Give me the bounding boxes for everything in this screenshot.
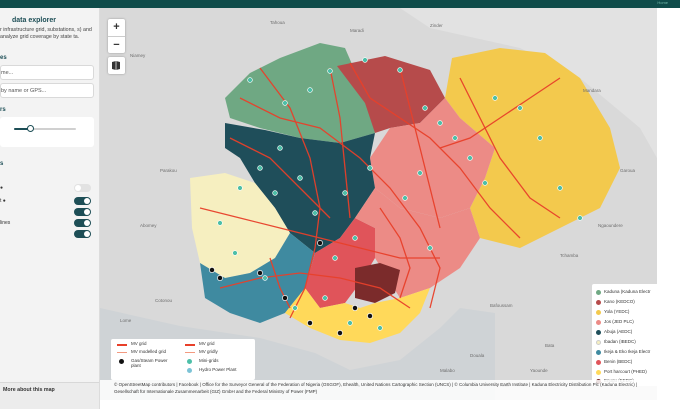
layer-toggle-2[interactable] bbox=[74, 197, 91, 205]
slider-handle[interactable] bbox=[27, 125, 34, 132]
state-search-input[interactable]: me... bbox=[0, 65, 94, 80]
section-layers-heading: s bbox=[0, 161, 4, 167]
terrain-shade bbox=[400, 8, 657, 158]
place-label: Cotonou bbox=[155, 298, 173, 303]
region-jos[interactable] bbox=[370, 98, 495, 218]
mv-modelled-swatch bbox=[117, 352, 127, 353]
mv-gridly-swatch bbox=[185, 352, 195, 353]
place-label: Bafoussam bbox=[490, 303, 513, 308]
place-label: Tahoua bbox=[270, 20, 285, 25]
zoom-in-button[interactable]: + bbox=[113, 21, 120, 33]
place-label: Tchamba bbox=[560, 253, 579, 258]
power-plant-swatch bbox=[119, 359, 124, 364]
disco-label: Abuja (AEDC) bbox=[604, 329, 633, 334]
slider-fill bbox=[14, 128, 30, 130]
section-search-heading: es bbox=[0, 55, 7, 61]
disco-label: Kaduna (Kaduna Electr bbox=[604, 289, 651, 294]
power-plant-markers bbox=[209, 240, 373, 336]
app-description: r infrastructure grid, substations, s) a… bbox=[0, 27, 92, 40]
hydro-swatch bbox=[187, 368, 192, 373]
disco-swatch bbox=[596, 340, 601, 345]
place-label: Parakou bbox=[160, 168, 177, 173]
disco-label: Benin (BEDC) bbox=[604, 359, 633, 364]
place-label: Mandara bbox=[583, 88, 601, 93]
disco-label: Ibadan (IBEDC) bbox=[604, 339, 636, 344]
disco-swatch bbox=[596, 360, 601, 365]
legend-item: MV gridly bbox=[199, 349, 218, 354]
layer-label: t ● bbox=[0, 198, 6, 204]
legend-item: MV grid bbox=[199, 341, 215, 346]
disco-label: Jos (JED PLC) bbox=[604, 319, 634, 324]
legend-item: Hydro Power Plant bbox=[199, 367, 237, 372]
mv-grid-swatch bbox=[117, 344, 127, 346]
legend-item: MV modelled grid bbox=[131, 349, 167, 354]
place-label: Yaounde bbox=[530, 368, 548, 373]
disco-label: Port harcourt (PHED) bbox=[604, 369, 647, 374]
map-attribution: © OpenStreetMap contributors | Facebook … bbox=[100, 380, 657, 400]
disco-swatch bbox=[596, 310, 601, 315]
top-bar: Home bbox=[0, 0, 680, 8]
mv-grid-swatch-2 bbox=[185, 344, 195, 346]
disco-legend: Kaduna (Kaduna Electr Kano (KEDCO) Yola … bbox=[592, 284, 657, 386]
more-about-map-link[interactable]: More about this map bbox=[0, 382, 99, 409]
zoom-out-button[interactable]: − bbox=[113, 39, 120, 51]
app-title: data explorer bbox=[12, 17, 56, 24]
section-filters-heading: rs bbox=[0, 107, 6, 113]
filter-card bbox=[0, 117, 94, 147]
place-label: Abomey bbox=[140, 223, 157, 228]
place-label: Maradi bbox=[350, 28, 364, 33]
layer-toggle-3[interactable] bbox=[74, 208, 91, 216]
disco-swatch bbox=[596, 320, 601, 325]
disco-label: Kano (KEDCO) bbox=[604, 299, 635, 304]
region-kaduna[interactable] bbox=[225, 43, 375, 143]
layer-toggle-5[interactable] bbox=[74, 230, 91, 238]
mini-grid-markers bbox=[217, 57, 583, 331]
legend-item: Mini-grids bbox=[199, 358, 219, 363]
layers-icon bbox=[112, 61, 120, 70]
layer-toggle-4[interactable] bbox=[74, 219, 91, 227]
disco-swatch bbox=[596, 370, 601, 375]
region-port-harcourt[interactable] bbox=[285, 288, 430, 343]
layer-label: ● bbox=[0, 185, 4, 191]
place-label: Douala bbox=[470, 353, 485, 358]
right-gutter bbox=[657, 8, 680, 400]
place-label: Niamey bbox=[130, 53, 146, 58]
sidebar: data explorer r infrastructure grid, sub… bbox=[0, 8, 100, 409]
zoom-control: + − bbox=[108, 19, 125, 53]
map-svg bbox=[100, 8, 657, 400]
disco-swatch bbox=[596, 350, 601, 355]
legend-item: Gas/Steam Power plant bbox=[131, 358, 168, 368]
region-yola[interactable] bbox=[445, 48, 620, 248]
place-label: Zinder bbox=[430, 23, 443, 28]
slider-track bbox=[14, 128, 76, 130]
region-enugu[interactable] bbox=[355, 263, 400, 303]
place-label: Garoua bbox=[620, 168, 636, 173]
disco-label: Yola (YEDC) bbox=[604, 309, 630, 314]
top-link[interactable]: Home bbox=[657, 0, 668, 5]
place-label: Malabo bbox=[440, 368, 455, 373]
disco-label: Ikeja & Eko Ikeja Electr bbox=[604, 349, 651, 354]
disco-swatch bbox=[596, 290, 601, 295]
more-about-map-label: More about this map bbox=[3, 387, 55, 393]
layer-legend: MV grid MV grid MV modelled grid MV grid… bbox=[111, 339, 255, 380]
place-label: Lome bbox=[120, 318, 132, 323]
legend-item: MV grid bbox=[131, 341, 147, 346]
place-label: Bata bbox=[545, 343, 555, 348]
mini-grid-swatch bbox=[187, 359, 192, 364]
region-ibadan[interactable] bbox=[190, 173, 290, 278]
layers-button[interactable] bbox=[108, 57, 125, 74]
map-canvas[interactable]: Mandara Ngaoundere Garoua Tchamba Bafous… bbox=[100, 8, 657, 400]
gps-search-input[interactable]: by name or GPS... bbox=[0, 83, 94, 98]
region-kano[interactable] bbox=[337, 56, 445, 133]
place-label: Ngaoundere bbox=[598, 223, 623, 228]
disco-swatch bbox=[596, 300, 601, 305]
grid-lines bbox=[199, 62, 561, 319]
layer-label: lines bbox=[0, 220, 11, 226]
disco-swatch bbox=[596, 330, 601, 335]
layer-toggle-1[interactable] bbox=[74, 184, 91, 192]
layers-card: ● t ● lines bbox=[0, 171, 94, 249]
